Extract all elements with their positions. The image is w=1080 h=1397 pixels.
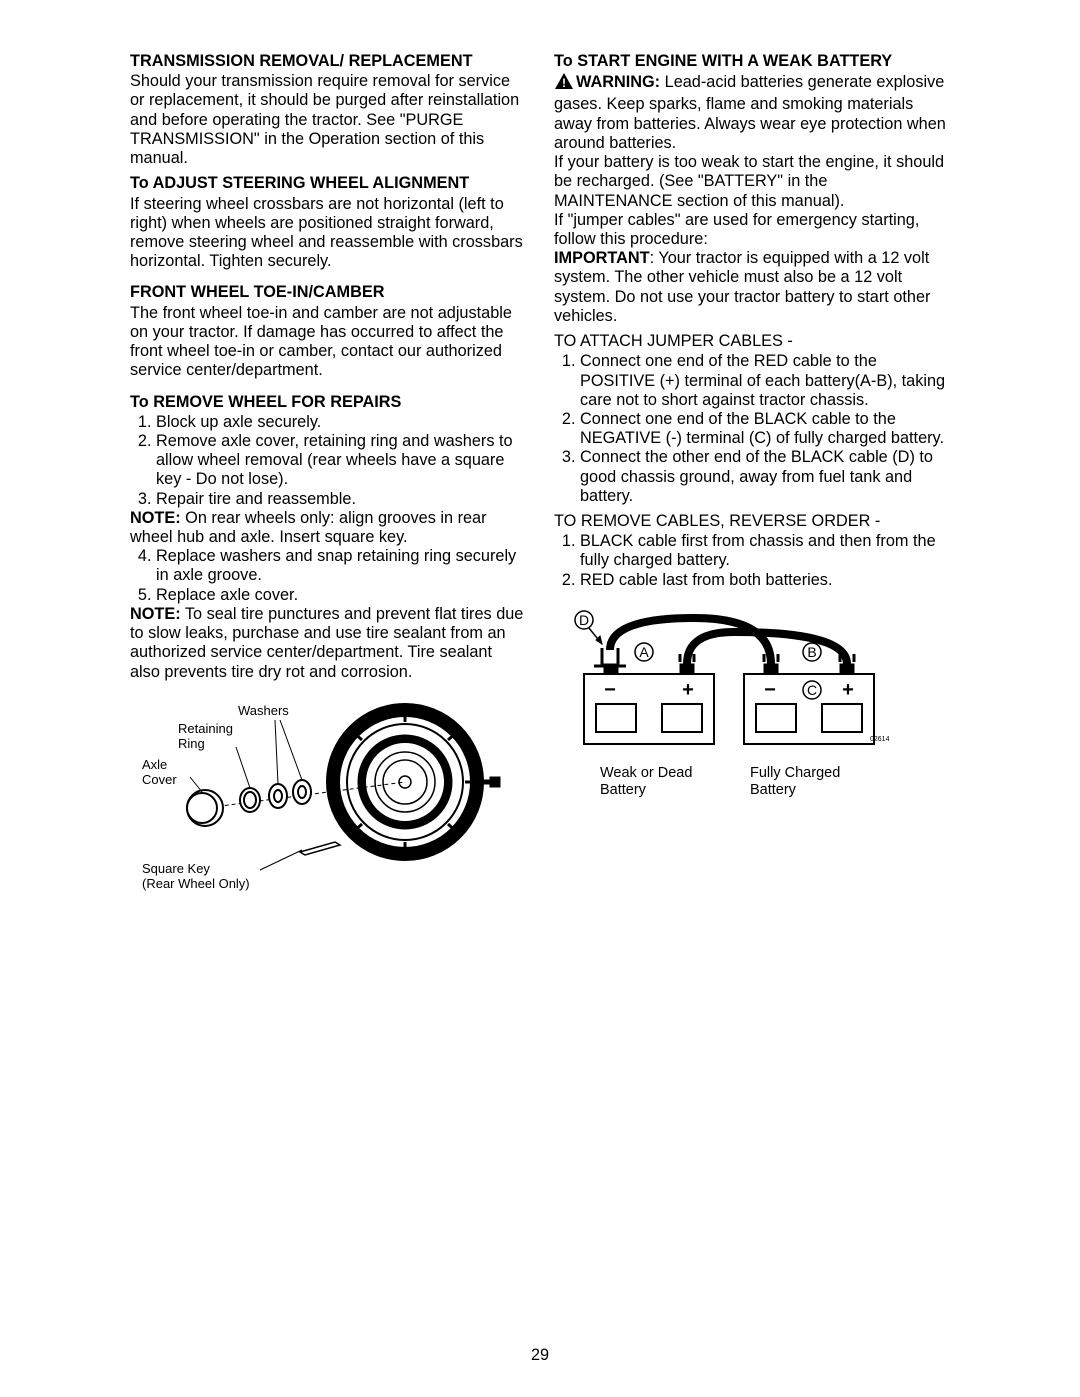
warning-block: ! WARNING: Lead-acid batteries generate … (554, 72, 950, 153)
note-text: On rear wheels only: align grooves in re… (130, 509, 487, 546)
battery-svg: − + − + D A B C 02614 (574, 604, 894, 754)
note-label: NOTE: (130, 509, 181, 527)
para-transmission: Should your transmission require removal… (130, 72, 526, 168)
left-column: TRANSMISSION REMOVAL/ REPLACEMENT Should… (130, 52, 526, 902)
label-A: A (639, 644, 649, 660)
note-text: To seal tire punctures and prevent flat … (130, 605, 523, 681)
label-C: C (807, 682, 817, 698)
para-recharge: If your battery is too weak to start the… (554, 153, 950, 211)
heading-attach-cables: TO ATTACH JUMPER CABLES - (554, 332, 950, 351)
list-item: Remove axle cover, retaining ring and wa… (156, 432, 526, 490)
list-item: BLACK cable first from chassis and then … (580, 532, 950, 570)
para-steering: If steering wheel crossbars are not hori… (130, 195, 526, 272)
list-remove: BLACK cable first from chassis and then … (554, 532, 950, 590)
note-label: NOTE: (130, 605, 181, 623)
battery-diagram: − + − + D A B C 02614 Weak or Dead (574, 604, 950, 798)
heading-remove-wheel: To REMOVE WHEEL FOR REPAIRS (130, 393, 526, 412)
label-axle-cover: Axle Cover (142, 758, 177, 788)
caption-full: Fully Charged Battery (750, 765, 840, 798)
list-item: Connect one end of the RED cable to the … (580, 352, 950, 410)
heading-transmission: TRANSMISSION REMOVAL/ REPLACEMENT (130, 52, 526, 71)
para-toein: The front wheel toe-in and camber are no… (130, 304, 526, 381)
para-jumper: If "jumper cables" are used for emergenc… (554, 211, 950, 249)
important-label: IMPORTANT (554, 249, 650, 267)
list-item: Block up axle securely. (156, 413, 526, 432)
svg-text:+: + (682, 679, 694, 701)
svg-text:−: − (764, 679, 776, 701)
page-content: TRANSMISSION REMOVAL/ REPLACEMENT Should… (0, 0, 1080, 902)
list-remove-wheel-a: Block up axle securely. Remove axle cove… (130, 413, 526, 509)
partno-text: 02614 (870, 736, 890, 743)
warning-label: WARNING: (576, 73, 660, 91)
note-sealant: NOTE: To seal tire punctures and prevent… (130, 605, 526, 682)
list-remove-wheel-b: Replace washers and snap retaining ring … (130, 547, 526, 605)
heading-remove-cables: TO REMOVE CABLES, REVERSE ORDER - (554, 512, 950, 531)
list-item: Repair tire and reassemble. (156, 490, 526, 509)
label-washers: Washers (238, 704, 289, 719)
page-number: 29 (0, 1346, 1080, 1365)
svg-text:!: ! (562, 76, 566, 90)
warning-icon: ! (554, 72, 574, 95)
list-item: Connect the other end of the BLACK cable… (580, 448, 950, 506)
svg-text:+: + (842, 679, 854, 701)
list-item: RED cable last from both batteries. (580, 571, 950, 590)
list-item: Connect one end of the BLACK cable to th… (580, 410, 950, 448)
list-item: Replace washers and snap retaining ring … (156, 547, 526, 585)
battery-captions: Weak or Dead Battery Fully Charged Batte… (574, 765, 950, 798)
label-retaining-ring: Retaining Ring (178, 722, 233, 752)
heading-steering: To ADJUST STEERING WHEEL ALIGN­MENT (130, 174, 526, 193)
label-D: D (579, 612, 589, 628)
caption-weak: Weak or Dead Battery (600, 765, 750, 798)
heading-weak-battery: To START ENGINE WITH A WEAK BAT­TERY (554, 52, 950, 71)
svg-text:−: − (604, 679, 616, 701)
wheel-diagram: Washers Retaining Ring Axle Cover Square… (130, 692, 530, 902)
right-column: To START ENGINE WITH A WEAK BAT­TERY ! W… (554, 52, 950, 902)
label-square-key: Square Key (Rear Wheel Only) (142, 862, 250, 892)
list-attach: Connect one end of the RED cable to the … (554, 352, 950, 506)
list-item: Replace axle cover. (156, 586, 526, 605)
heading-toein: FRONT WHEEL TOE-IN/CAMBER (130, 283, 526, 302)
label-B: B (807, 644, 816, 660)
para-important: IMPORTANT: Your tractor is equipped with… (554, 249, 950, 326)
note-rear-wheels: NOTE: On rear wheels only: align grooves… (130, 509, 526, 547)
